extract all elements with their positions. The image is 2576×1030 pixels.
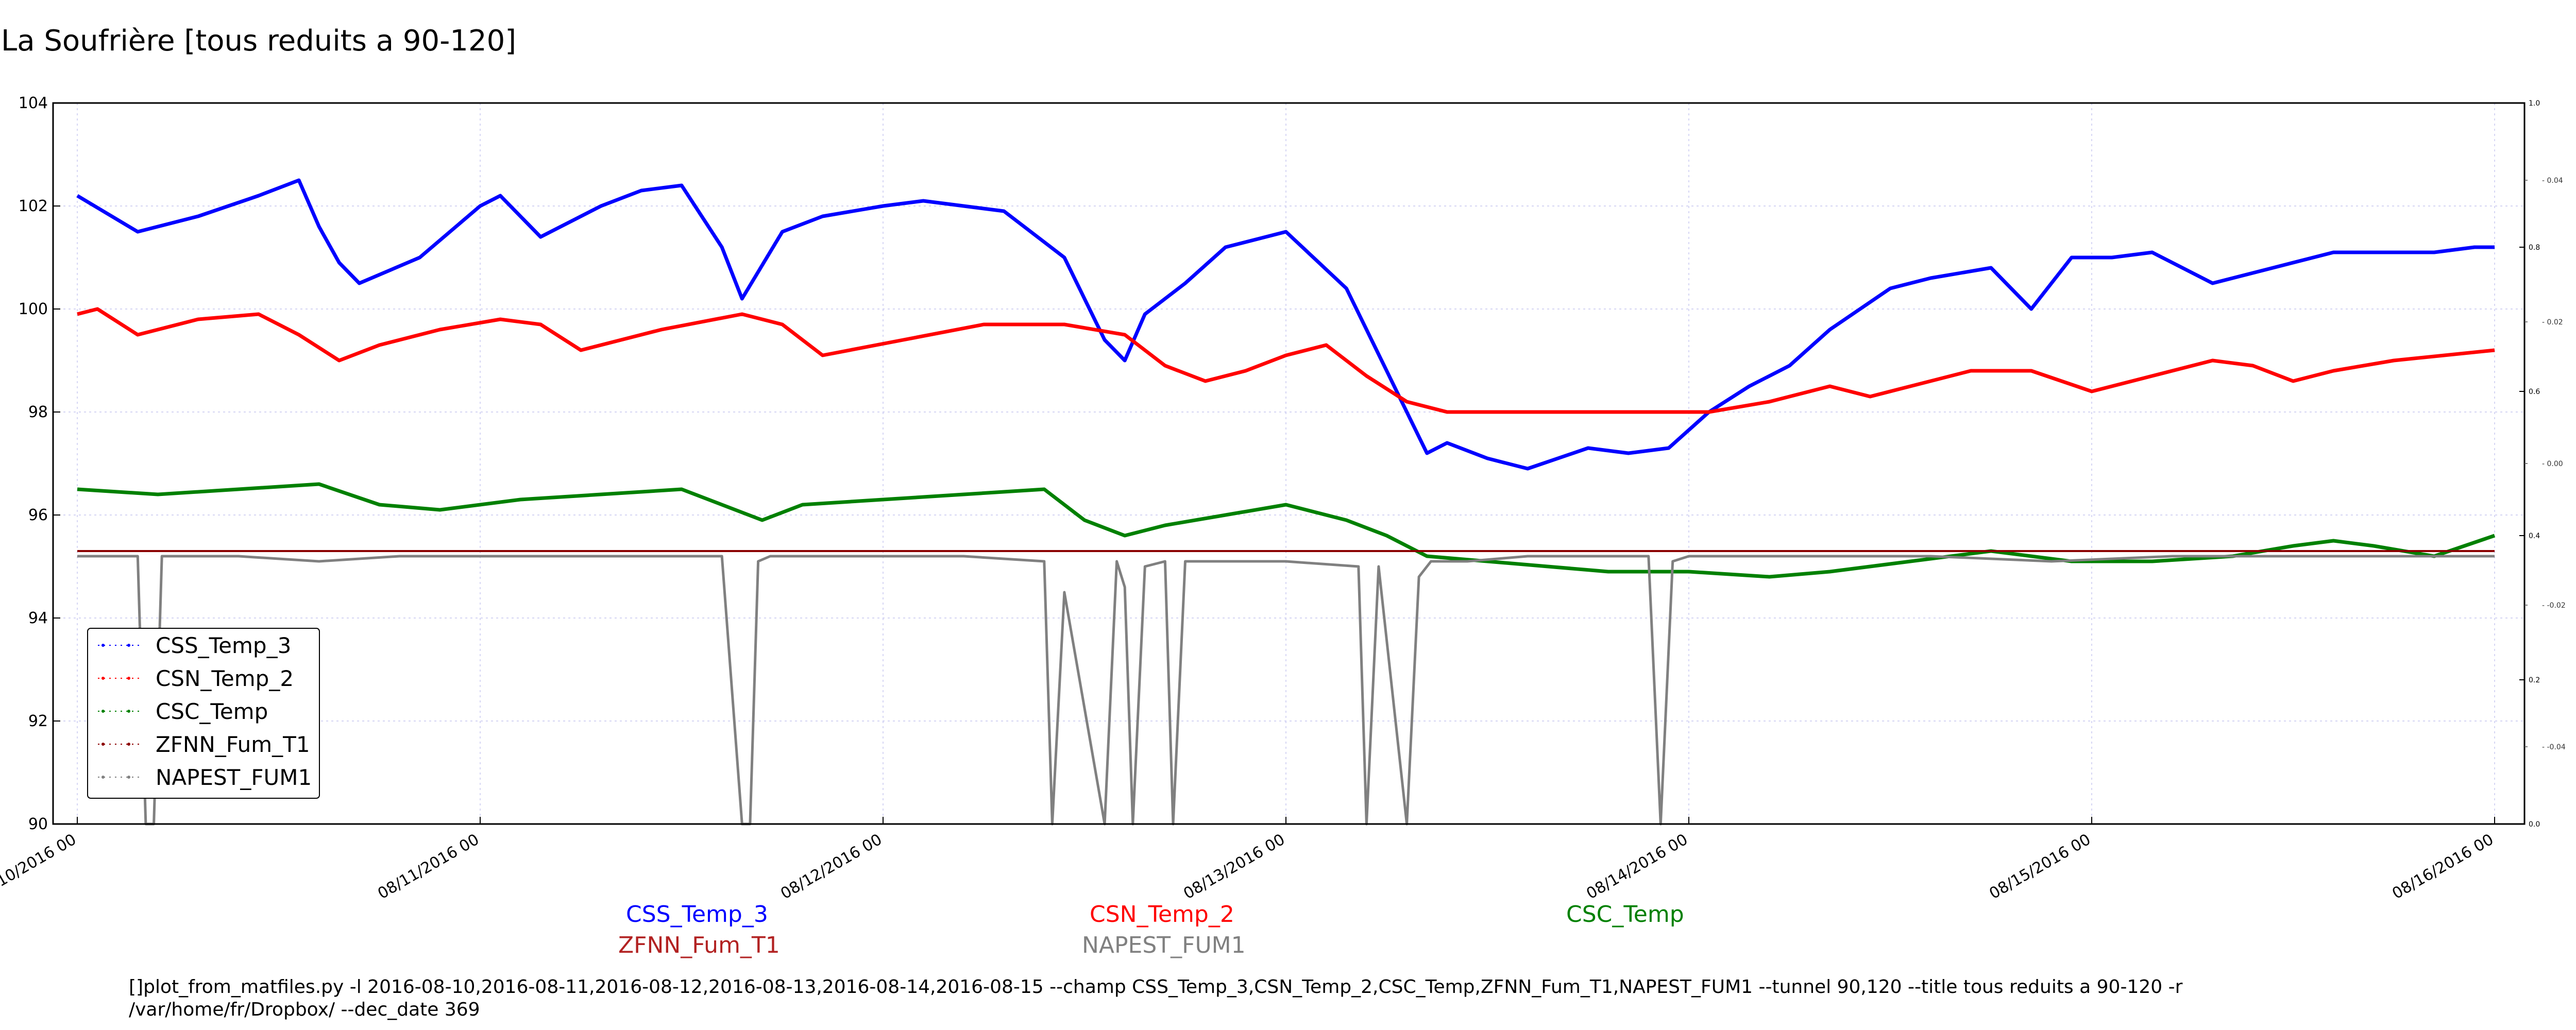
y-tick-label: 100	[19, 300, 48, 318]
x-tick-label: 08/11/2016 00	[375, 831, 482, 903]
y-tick-label: 92	[28, 712, 48, 730]
x-tick-label: 08/12/2016 00	[777, 831, 885, 903]
bottom-label-csc-temp: CSC_Temp	[1566, 901, 1684, 928]
legend-marker	[101, 776, 105, 779]
right-secondary-tick-label: - 0.00	[2542, 460, 2563, 468]
right-tick-label: 0.2	[2529, 676, 2540, 684]
x-tick-label: 08/13/2016 00	[1180, 831, 1288, 903]
x-tick-label: 08/15/2016 00	[1986, 831, 2094, 903]
legend-label: ZFNN_Fum_T1	[156, 732, 310, 757]
command-line: []plot_from_matfiles.py -l 2016-08-10,20…	[129, 976, 2183, 1020]
right-tick-label: 0.8	[2529, 244, 2540, 252]
legend-marker	[101, 644, 105, 647]
series-line-csn-temp-2	[77, 307, 2495, 414]
legend-marker	[101, 677, 105, 680]
x-tick-label: 08/14/2016 00	[1583, 831, 1691, 903]
series-line-csc-temp	[77, 482, 2496, 579]
right-tick-label: 0.0	[2529, 820, 2540, 829]
right-secondary-tick-label: - -0.02	[2542, 602, 2566, 610]
right-tick-label: 0.4	[2529, 532, 2540, 540]
right-secondary-tick-label: - 0.04	[2542, 177, 2563, 185]
legend-marker	[127, 776, 130, 779]
legend-marker	[127, 677, 130, 680]
x-axis: 08/10/2016 00 08/11/2016 00 08/12/2016 00 0…	[0, 817, 2497, 903]
right-secondary-tick-label: - -0.04	[2542, 743, 2566, 751]
y-tick-label: 98	[28, 403, 48, 421]
legend-label: CSN_Temp_2	[156, 666, 294, 691]
legend-marker	[101, 710, 105, 713]
series-line-napest-fum1	[77, 555, 2495, 826]
y-tick-label: 104	[19, 94, 48, 112]
legend: CSS_Temp_3 CSN_Temp_2 CSC_Temp ZFNN_Fum_T1 N…	[87, 628, 320, 799]
y-axis: 90 92 94 96 98 100 102 104	[19, 94, 60, 833]
series-layer	[76, 178, 2496, 826]
bottom-label-napest-fum1: NAPEST_FUM1	[1082, 932, 1246, 958]
legend-marker	[127, 710, 130, 713]
legend-label: CSS_Temp_3	[156, 633, 291, 658]
chart-title: La Soufrière [tous reduits a 90-120]	[1, 24, 516, 58]
legend-label: CSC_Temp	[156, 699, 268, 724]
y-tick-label: 102	[19, 197, 48, 215]
legend-box	[87, 628, 320, 799]
y-tick-label: 94	[28, 609, 48, 627]
legend-marker	[101, 743, 105, 746]
series-line-css-temp-3	[76, 178, 2495, 471]
y-tick-label: 90	[28, 815, 48, 833]
bottom-label-csn-temp-2: CSN_Temp_2	[1090, 901, 1234, 928]
legend-marker	[127, 743, 130, 746]
right-axis: 0.0 0.2 0.4 0.6 0.8 1.0 - -0.04 - -0.02 - 0.00 - …	[2519, 99, 2566, 829]
grid	[53, 102, 2524, 825]
right-tick-label: 1.0	[2529, 99, 2540, 108]
bottom-label-zfnn-fum-t1: ZFNN_Fum_T1	[618, 932, 780, 958]
plot-frame	[52, 102, 2526, 825]
x-tick-label: 08/10/2016 00	[0, 831, 79, 903]
legend-label: NAPEST_FUM1	[156, 765, 312, 790]
legend-marker	[127, 644, 130, 647]
right-tick-label: 0.6	[2529, 388, 2540, 396]
x-tick-label: 08/16/2016 00	[2389, 831, 2497, 903]
right-secondary-tick-label: - 0.02	[2542, 318, 2563, 327]
bottom-label-css-temp-3: CSS_Temp_3	[626, 901, 768, 928]
y-tick-label: 96	[28, 506, 48, 524]
